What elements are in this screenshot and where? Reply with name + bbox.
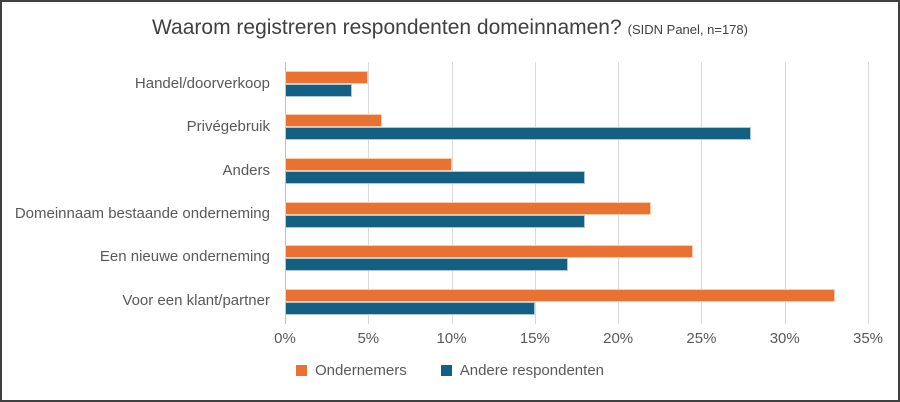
category-label: Een nieuwe onderneming: [99, 248, 270, 266]
chart-title: Waarom registreren respondenten domeinna…: [2, 16, 898, 40]
x-tick-label: 15%: [519, 330, 550, 347]
category-axis: Handel/doorverkoop Privégebruik Anders Dome…: [2, 62, 277, 322]
gridline: [701, 62, 703, 324]
x-tick-label: 10%: [436, 330, 467, 347]
gridline: [368, 62, 370, 324]
bar-andere-respondenten: [285, 214, 585, 228]
x-tick-label: 5%: [357, 330, 380, 347]
bar-row: [285, 106, 868, 150]
gridline: [618, 62, 620, 324]
value-axis: 0% 5% 10% 15% 20% 25% 30% 35%: [274, 330, 883, 350]
bar-ondernemers: [285, 70, 369, 84]
x-tick-label: 35%: [852, 330, 884, 347]
legend-label: Andere respondenten: [459, 362, 604, 379]
bar-ondernemers: [285, 289, 835, 303]
chart-title-main: Waarom registreren respondenten domeinna…: [152, 16, 622, 39]
bar-ondernemers: [285, 114, 382, 128]
bar-row: [285, 149, 868, 193]
legend-item: Andere respondenten: [440, 362, 604, 379]
bar-row: [285, 280, 868, 324]
axis-line: [285, 62, 286, 324]
bar-ondernemers: [285, 158, 452, 172]
legend-swatch: [440, 365, 452, 376]
x-tick-label: 20%: [603, 330, 634, 347]
category-label: Handel/doorverkoop: [134, 75, 270, 93]
chart-title-note: (SIDN Panel, n=178): [627, 22, 748, 37]
category-label: Privégebruik: [186, 118, 270, 136]
category-label: Domeinnaam bestaande onderneming: [14, 205, 270, 223]
bar-row: [285, 193, 868, 237]
gridline: [784, 62, 786, 324]
x-tick-label: 25%: [686, 330, 717, 347]
x-tick-label: 0%: [274, 330, 296, 347]
bar-andere-respondenten: [285, 127, 752, 141]
bar-andere-respondenten: [285, 171, 585, 185]
bar-andere-respondenten: [285, 302, 535, 316]
gridline: [451, 62, 453, 324]
gridline: [534, 62, 536, 324]
bar-andere-respondenten: [285, 83, 352, 97]
bar-row: [285, 237, 868, 281]
plot-area: [285, 62, 869, 324]
x-tick-label: 30%: [769, 330, 800, 347]
bar-ondernemers: [285, 201, 652, 215]
category-label: Voor een klant/partner: [122, 291, 270, 309]
legend: Ondernemers Andere respondenten: [2, 362, 898, 379]
category-label: Anders: [222, 161, 270, 179]
bar-ondernemers: [285, 245, 694, 259]
bar-row: [285, 62, 868, 106]
legend-swatch: [296, 365, 307, 376]
legend-item: Ondernemers: [296, 362, 407, 379]
bar-andere-respondenten: [285, 258, 569, 272]
gridline: [868, 62, 869, 324]
legend-label: Ondernemers: [315, 362, 407, 379]
